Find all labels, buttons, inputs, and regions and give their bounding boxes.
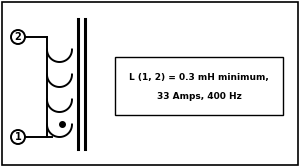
Bar [115,57,283,115]
Text: L (1, 2) = 0.3 mH minimum,: L (1, 2) = 0.3 mH minimum, [129,73,269,82]
Text: 1: 1 [15,132,21,142]
Circle shape [11,30,25,44]
Text: 33 Amps, 400 Hz: 33 Amps, 400 Hz [157,92,242,101]
Text: 2: 2 [15,32,21,42]
Circle shape [11,130,25,144]
